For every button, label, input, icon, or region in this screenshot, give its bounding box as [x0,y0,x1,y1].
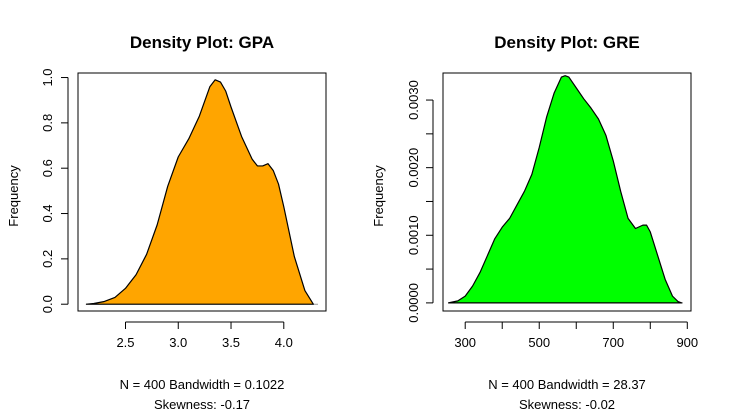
gre-y-axis-label: Frequency [371,165,386,227]
gre-y-tick-label: 0.0010 [406,215,421,255]
gpa-x-tick-label: 3.5 [222,335,240,350]
gre-density-panel: Density Plot: GRE Frequency N = 400 Band… [371,33,698,412]
gre-density-area [447,75,683,304]
gre-x-axis-label-line1: N = 400 Bandwidth = 28.37 [488,377,646,392]
gpa-x-axis-label-line2: Skewness: -0.17 [154,397,250,412]
gpa-y-tick-label: 0.0 [40,295,55,313]
gre-y-tick-label: 0.0030 [406,80,421,120]
gre-plot-frame [442,72,692,312]
gpa-plot-area: 2.5 3.0 3.5 4.0 0.0 0.2 0.4 0.6 0.8 1.0 [40,68,327,350]
gpa-chart-title: Density Plot: GPA [130,33,274,52]
gpa-y-tick-label: 0.4 [40,204,55,222]
gpa-y-tick-label: 0.6 [40,159,55,177]
gre-x-tick-label: 300 [454,335,476,350]
gpa-density-panel: Density Plot: GPA Frequency N = 400 Band… [6,33,327,412]
gre-x-axis-label-line2: Skewness: -0.02 [519,397,615,412]
gpa-x-tick-label: 4.0 [275,335,293,350]
gre-y-tick-label: 0.0020 [406,148,421,188]
gpa-x-tick-label: 2.5 [116,335,134,350]
gpa-y-tick-label: 1.0 [40,68,55,86]
gre-x-tick-label: 700 [602,335,624,350]
gpa-y-tick-label: 0.8 [40,114,55,132]
gpa-y-axis-label: Frequency [6,165,21,227]
gre-plot-area: 300 500 700 900 0.0000 0.0010 0.0020 0.0030 [406,72,698,350]
gre-x-tick-label: 900 [676,335,698,350]
gre-y-tick-label: 0.0000 [406,283,421,323]
gre-chart-title: Density Plot: GRE [494,33,639,52]
gpa-plot-frame [77,72,327,312]
gpa-y-tick-label: 0.2 [40,250,55,268]
gpa-density-area [85,79,314,305]
gpa-x-tick-label: 3.0 [169,335,187,350]
gre-x-tick-label: 500 [528,335,550,350]
gpa-x-axis-label-line1: N = 400 Bandwidth = 0.1022 [120,377,285,392]
